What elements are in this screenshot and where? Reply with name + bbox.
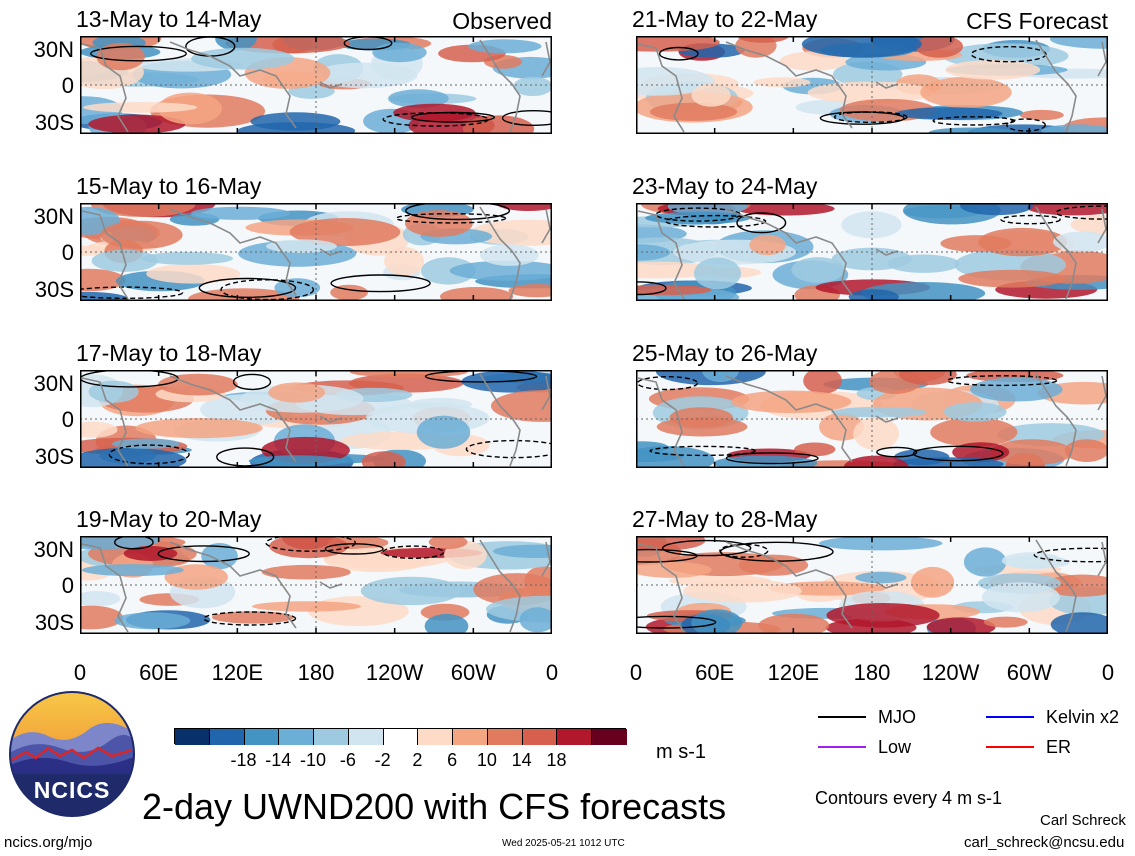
colorbar-swatch [314,729,349,745]
colorbar-tick-label: -6 [339,750,356,770]
footer-url: ncics.org/mjo [4,834,93,851]
longitude-label: 60E [695,660,735,685]
colorbar-swatch [522,729,558,745]
colorbar-tick-label: 2 [412,750,423,770]
latitude-label: 0 [61,407,74,432]
panel-source-tag: Observed [452,8,552,34]
colorbar-tick-label: 14 [511,750,532,770]
colorbar-swatch [279,729,315,745]
legend-line [986,746,1034,748]
footer-timestamp: Wed 2025-05-21 1012 UTC [502,838,625,849]
latitude-label: 30S [34,277,74,302]
longitude-label: 120W [921,660,980,685]
uwnd-map-panel [80,203,552,301]
longitude-label: 0 [629,660,643,685]
uwnd-map-panel [80,536,552,634]
longitude-label: 60W [1006,660,1052,685]
panel-date-title: 17-May to 18-May [76,340,262,366]
longitude-label: 0 [545,660,559,685]
panel-date-title: 19-May to 20-May [76,506,262,532]
colorbar-swatch [453,729,488,745]
colorbar-swatch [418,729,454,745]
longitude-label: 60E [139,660,179,685]
longitude-label: 0 [1101,660,1115,685]
legend-line [818,716,866,718]
panel-source-tag: CFS Forecast [966,8,1108,34]
uwnd-map-panel [636,370,1108,468]
colorbar-swatch [592,729,627,745]
latitude-label: 30N [33,204,74,229]
colorbar [174,728,627,745]
colorbar-tick-label: -14 [265,750,292,770]
longitude-label: 180 [853,660,891,685]
uwnd-map-panel [80,36,552,134]
colorbar-swatch [487,729,523,745]
footer-author: Carl Schreck [1040,812,1126,829]
legend-line [986,716,1034,718]
legend-label: ER [1046,737,1072,757]
colorbar-tick-label: -10 [300,750,327,770]
panel-date-title: 15-May to 16-May [76,173,262,199]
logo-text: NCICS [33,777,111,803]
colorbar-tick-label: -18 [230,750,257,770]
latitude-label: 0 [61,573,74,598]
footer-email: carl_schreck@ncsu.edu [964,834,1125,851]
longitude-label: 60W [450,660,496,685]
main-title: 2-day UWND200 with CFS forecasts [142,786,727,827]
ncics-logo: NCICS [8,690,136,818]
latitude-label: 30N [33,537,74,562]
legend-label: MJO [878,707,916,727]
colorbar-tick-label: -2 [374,750,391,770]
latitude-label: 30S [34,444,74,469]
longitude-label: 0 [73,660,87,685]
colorbar-swatch [557,729,593,745]
longitude-label: 120E [211,660,264,685]
colorbar-swatch [244,729,280,745]
legend-line [818,746,866,748]
panel-date-title: 27-May to 28-May [632,506,818,532]
longitude-label: 120W [365,660,424,685]
legend-label: Kelvin x2 [1046,707,1120,727]
colorbar-tick-label: 18 [546,750,567,770]
panel-date-title: 25-May to 26-May [632,340,818,366]
colorbar-swatch [348,729,384,745]
latitude-label: 0 [61,240,74,265]
panel-date-title: 21-May to 22-May [632,6,818,32]
colorbar-swatch [209,729,245,745]
colorbar-tick-label: 10 [476,750,497,770]
legend-label: Low [878,737,912,757]
colorbar-units: m s-1 [656,741,706,763]
panel-date-title: 23-May to 24-May [632,173,818,199]
contours-note: Contours every 4 m s-1 [815,788,1003,808]
longitude-label: 180 [297,660,335,685]
colorbar-swatch [383,729,419,745]
longitude-label: 120E [767,660,820,685]
uwnd-map-panel [80,370,552,468]
latitude-label: 0 [61,73,74,98]
logo-graphic [9,691,135,817]
latitude-label: 30S [34,110,74,135]
latitude-label: 30N [33,37,74,62]
colorbar-swatch [175,729,210,745]
uwnd-map-panel [636,203,1108,301]
uwnd-map-panel [636,536,1108,634]
panel-date-title: 13-May to 14-May [76,6,262,32]
latitude-label: 30S [34,610,74,635]
latitude-label: 30N [33,371,74,396]
uwnd-map-panel [636,36,1108,134]
colorbar-tick-label: 6 [447,750,458,770]
